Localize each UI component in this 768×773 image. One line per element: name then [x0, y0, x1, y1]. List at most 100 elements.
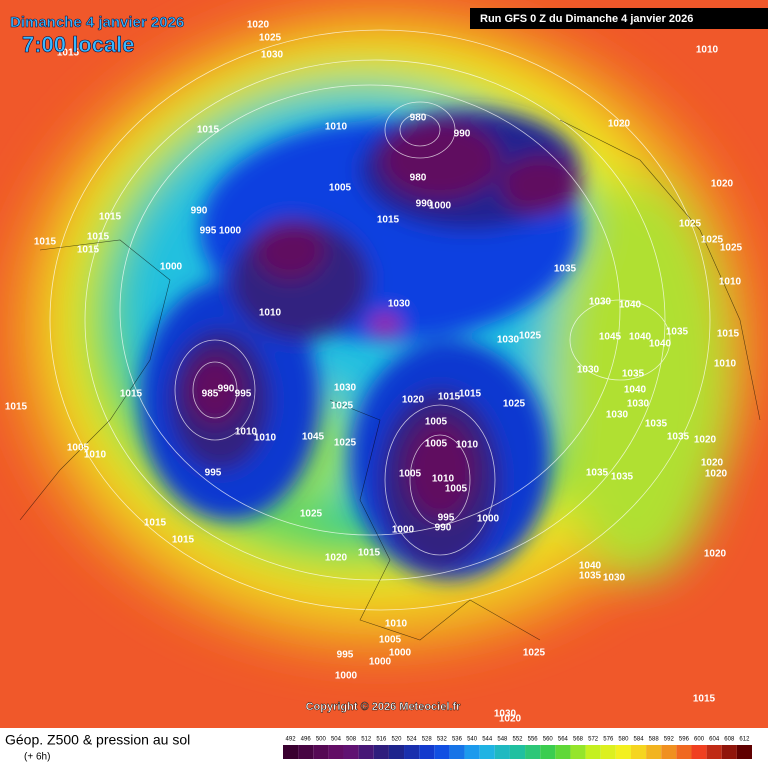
- isobar-label: 1000: [477, 514, 500, 525]
- forecast-step: (+ 6h): [24, 752, 50, 763]
- isobar-label: 1025: [334, 438, 357, 449]
- isobar-label: 1015: [377, 215, 400, 226]
- isobar-label: 1015: [358, 548, 381, 559]
- scale-label: 556: [528, 737, 539, 743]
- scale-label: 492: [286, 737, 297, 743]
- isobar-label: 1005: [399, 469, 422, 480]
- isobar-label: 1030: [577, 365, 600, 376]
- scale-swatch: [494, 745, 510, 759]
- isobar-label: 995: [200, 226, 217, 237]
- map-title: Dimanche 4 janvier 2026: [10, 14, 184, 31]
- scale-label: 520: [391, 737, 402, 743]
- scale-label: 600: [694, 737, 705, 743]
- isobar-label: 1025: [331, 401, 354, 412]
- scale-label: 592: [664, 737, 675, 743]
- map: [0, 0, 768, 728]
- scale-label: 532: [437, 737, 448, 743]
- isobar-label: 1040: [619, 300, 642, 311]
- isobar-label: 1005: [67, 443, 90, 454]
- isobar-label: 1005: [329, 183, 352, 194]
- scale-swatch: [540, 745, 556, 759]
- isobar-label: 1020: [608, 119, 631, 130]
- isobar-label: 985: [202, 389, 219, 400]
- isobar-label: 1040: [629, 332, 652, 343]
- isobar-label: 1000: [335, 671, 358, 682]
- scale-label: 508: [346, 737, 357, 743]
- isobar-label: 1020: [711, 179, 734, 190]
- scale-label: 512: [361, 737, 372, 743]
- scale-label: 580: [618, 737, 629, 743]
- isobar-label: 1000: [219, 226, 242, 237]
- isobar-label: 1025: [259, 33, 282, 44]
- scale-swatch: [736, 745, 752, 759]
- scale-label: 564: [558, 737, 569, 743]
- isobar-label: 1035: [554, 264, 577, 275]
- isobar-label: 995: [438, 513, 455, 524]
- isobar-label: 1035: [622, 369, 645, 380]
- scale-label: 528: [422, 737, 433, 743]
- isobar-label: 1040: [579, 561, 602, 572]
- isobar-label: 1010: [254, 433, 277, 444]
- scale-swatch: [449, 745, 465, 759]
- isobar-label: 1010: [456, 440, 479, 451]
- isobar-label: 1035: [586, 468, 609, 479]
- isobar-label: 1010: [385, 619, 408, 630]
- isobar-label: 1030: [261, 50, 284, 61]
- isobar-label: 1015: [57, 48, 80, 59]
- color-scale: 492 496 500 504 508 512 516 520 524 528 532 536 540 5…: [283, 737, 752, 759]
- isobar-label: 1035: [645, 419, 668, 430]
- scale-label: 588: [649, 737, 660, 743]
- isobar-label: 1025: [300, 509, 323, 520]
- isobar-label: 1025: [701, 235, 724, 246]
- scale-swatch: [479, 745, 495, 759]
- isobar-label: 1020: [705, 469, 728, 480]
- isobar-label: 1010: [719, 277, 742, 288]
- scale-label: 500: [316, 737, 327, 743]
- isobar-label: 1030: [603, 573, 626, 584]
- scale-swatch: [585, 745, 601, 759]
- isobar-label: 1005: [379, 635, 402, 646]
- isobar-label: 1005: [425, 417, 448, 428]
- isobar-label: 1030: [388, 299, 411, 310]
- isobar-label: 1000: [392, 525, 415, 536]
- isobar-label: 1040: [624, 385, 647, 396]
- isobar-label: 1015: [172, 535, 195, 546]
- scale-label: 572: [588, 737, 599, 743]
- scale-label: 544: [482, 737, 493, 743]
- isobar-label: 1020: [704, 549, 727, 560]
- isobar-label: 1020: [402, 395, 425, 406]
- isobar-label: 1000: [429, 201, 452, 212]
- isobar-label: 990: [454, 129, 471, 140]
- isobar-label: 1030: [589, 297, 612, 308]
- scale-label: 552: [512, 737, 523, 743]
- scale-swatch: [358, 745, 374, 759]
- scale-label: 524: [407, 737, 418, 743]
- isobar-label: 1040: [649, 339, 672, 350]
- isobar-label: 1015: [5, 402, 28, 413]
- isobar-label: 1010: [432, 474, 455, 485]
- isobar-label: 1025: [720, 243, 743, 254]
- scale-label: 504: [331, 737, 342, 743]
- isobar-label: 1030: [497, 335, 520, 346]
- scale-swatch: [328, 745, 344, 759]
- isobar-label: 1030: [627, 399, 650, 410]
- isobar-label: 1010: [235, 427, 258, 438]
- scale-swatch: [434, 745, 450, 759]
- isobar-label: 1015: [717, 329, 740, 340]
- scale-label: 584: [634, 737, 645, 743]
- isobar-label: 1005: [445, 484, 468, 495]
- scale-label: 612: [739, 737, 750, 743]
- legend-title: Géop. Z500 & pression au sol: [5, 732, 190, 748]
- scale-label: 596: [679, 737, 690, 743]
- scale-swatch: [343, 745, 359, 759]
- scale-label: 496: [301, 737, 312, 743]
- isobar-label: 1045: [599, 332, 622, 343]
- scale-swatch: [404, 745, 420, 759]
- isobar-label: 1010: [259, 308, 282, 319]
- copyright: Copyright © 2026 Meteociel.fr: [306, 701, 462, 713]
- scale-swatch: [555, 745, 571, 759]
- isobar-label: 1030: [606, 410, 629, 421]
- scale-swatch: [615, 745, 631, 759]
